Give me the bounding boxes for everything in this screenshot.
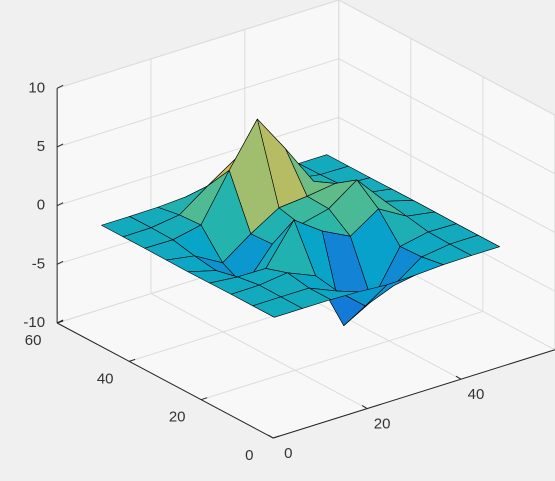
z-tick-label: 10 [28,79,45,96]
z-tick-label: 0 [37,197,45,214]
grid-line [338,116,555,233]
grid-line [56,116,339,207]
grid-line [150,293,368,410]
x-tick-label: 20 [374,416,391,433]
z-tick-label: 5 [37,138,45,155]
surface-facet [252,296,303,318]
tick-mark [56,320,64,324]
tick-mark [273,435,280,439]
tick-mark [201,397,208,401]
tick-mark [455,375,462,380]
z-tick-label: -10 [23,314,45,331]
floor [57,234,555,439]
y-tick-label: 40 [97,370,114,387]
tick-mark [361,405,368,410]
grid-line [338,58,555,175]
y-tick-label: 20 [169,409,186,426]
x-tick-label: 0 [284,445,292,462]
tick-mark [56,143,64,148]
z-tick-label: -5 [32,255,45,272]
grid-line [56,58,339,148]
x-tick-label: 40 [468,386,485,403]
tick-mark [56,260,64,265]
tick-mark [129,358,136,362]
axis-line [273,349,555,439]
box-edge [56,0,339,89]
tick-mark [267,434,274,439]
box-edge [338,0,555,116]
axis-line [56,322,274,439]
grid-line [201,310,483,401]
tick-mark [56,202,64,207]
y-tick-label: 0 [245,447,253,464]
y-tick-label: 60 [25,332,42,349]
tick-mark [56,84,64,89]
